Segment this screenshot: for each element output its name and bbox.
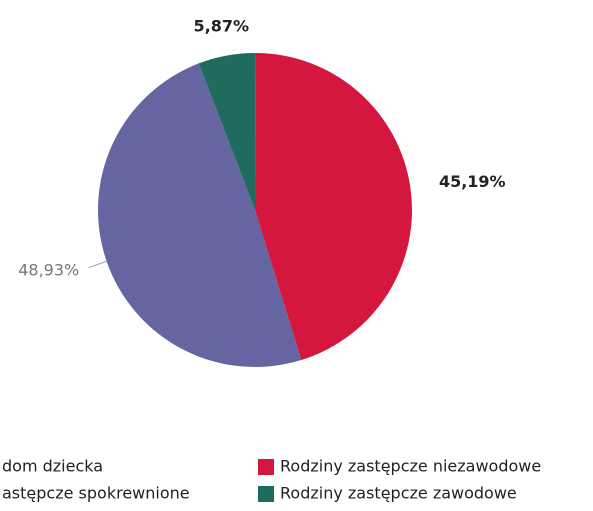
data-label: 48,93% [18, 260, 79, 279]
pie-slice [255, 53, 413, 361]
leader-line [88, 260, 107, 269]
legend-swatch [258, 486, 274, 502]
data-label: 5,87% [194, 17, 250, 36]
pie-slice [98, 63, 302, 367]
legend-label: astępcze spokrewnione [2, 484, 190, 503]
data-label: 45,19% [439, 172, 506, 191]
pie-slice [198, 53, 256, 210]
legend-swatch [258, 459, 274, 475]
legend-label: Rodziny zastępcze niezawodowe [280, 457, 541, 476]
legend-label: dom dziecka [2, 457, 103, 476]
legend-label: Rodziny zastępcze zawodowe [280, 484, 517, 503]
